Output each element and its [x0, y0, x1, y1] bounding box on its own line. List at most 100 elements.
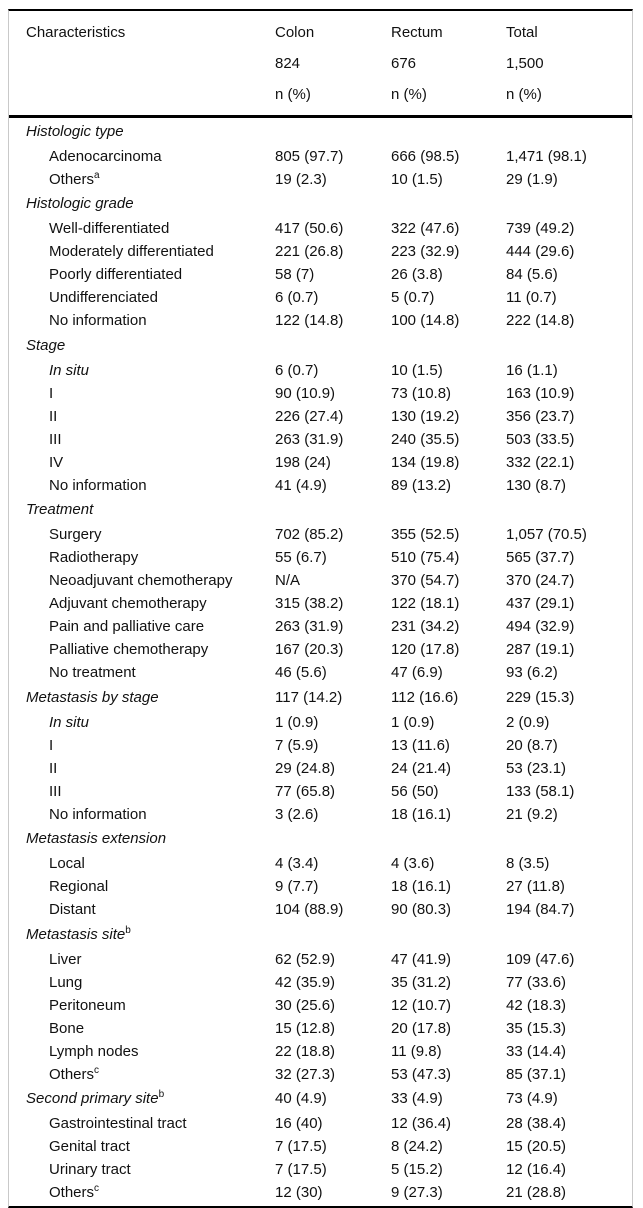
row-section-label: Histologic type: [26, 122, 124, 140]
row-item-label: Lymph nodes: [49, 1042, 139, 1060]
table-body: Histologic type Adenocarcinoma 805 (97.7) 6…: [9, 118, 632, 1206]
row-item-label: Palliative chemotherapy: [49, 641, 209, 658]
row-value-rectum: 5 (15.2): [391, 1161, 443, 1178]
row-value-total: 11 (0.7): [506, 289, 557, 306]
row-value-colon: N/A: [275, 572, 301, 589]
table-row: Genital tract 7 (17.5) 8 (24.2) 15 (20.5): [9, 1135, 632, 1158]
row-value-rectum: 11 (9.8): [391, 1042, 442, 1060]
row-value-total: 85 (37.1): [506, 1065, 567, 1083]
row-item-label: Urinary tract: [49, 1161, 131, 1178]
table-row: III 77 (65.8) 56 (50) 133 (58.1): [9, 780, 632, 803]
row-value-total: 229 (15.3): [506, 688, 575, 706]
table-row: Bone 15 (12.8) 20 (17.8) 35 (15.3): [9, 1017, 632, 1040]
row-item-label: No information: [49, 312, 147, 329]
header-rectum-count: 676: [391, 55, 417, 72]
table-row: Neoadjuvant chemotherapy N/A 370 (54.7) 370…: [9, 569, 632, 592]
row-value-total: 20 (8.7): [506, 736, 558, 754]
row-value-total: 370 (24.7): [506, 572, 575, 589]
row-item-label: Othersc: [49, 1064, 100, 1083]
row-value-colon: 805 (97.7): [275, 147, 344, 165]
table-row: Distant 104 (88.9) 90 (80.3) 194 (84.7): [9, 898, 632, 921]
row-item-label: II: [49, 759, 58, 777]
table-row: Undifferenciated 6 (0.7) 5 (0.7) 11 (0.7): [9, 286, 632, 309]
row-value-rectum: 18 (16.1): [391, 878, 452, 895]
row-item-label: Distant: [49, 901, 96, 918]
header-total-column: Total 1,500 n (%): [506, 17, 632, 110]
row-value-total: 77 (33.6): [506, 973, 567, 991]
row-value-total: 28 (38.4): [506, 1115, 567, 1132]
row-value-total: 494 (32.9): [506, 618, 575, 635]
row-value-colon: 22 (18.8): [275, 1042, 336, 1060]
row-item-label: Gastrointestinal tract: [49, 1115, 187, 1132]
row-item-label: Regional: [49, 878, 109, 895]
row-item-label: Peritoneum: [49, 996, 126, 1014]
footnote-marker: b: [158, 1089, 165, 1101]
row-value-total: 130 (8.7): [506, 476, 567, 494]
row-value-rectum: 13 (11.6): [391, 736, 450, 754]
row-value-rectum: 90 (80.3): [391, 901, 452, 918]
row-value-rectum: 12 (10.7): [391, 996, 452, 1014]
row-value-rectum: 510 (75.4): [391, 549, 460, 566]
row-value-rectum: 322 (47.6): [391, 220, 460, 237]
row-value-rectum: 370 (54.7): [391, 572, 460, 589]
row-item-label: Othersc: [49, 1183, 100, 1202]
header-total-label: Total: [506, 24, 538, 41]
table-row: Well-differentiated 417 (50.6) 322 (47.6) 7…: [9, 217, 632, 240]
table-row: In situ 1 (0.9) 1 (0.9) 2 (0.9): [9, 711, 632, 734]
table-row: Treatment: [9, 497, 632, 524]
row-value-colon: 263 (31.9): [275, 618, 344, 635]
row-value-total: 739 (49.2): [506, 220, 575, 237]
row-item-label: No information: [49, 805, 147, 823]
row-section-label: Metastasis by stage: [26, 688, 159, 706]
row-value-total: 8 (3.5): [506, 855, 550, 872]
row-value-colon: 41 (4.9): [275, 476, 327, 494]
table-header: Characteristics Colon 824 n (%) Rectum 6…: [9, 11, 632, 118]
table-row: Othersa 19 (2.3) 10 (1.5) 29 (1.9): [9, 168, 632, 191]
row-value-total: 565 (37.7): [506, 549, 575, 566]
row-value-rectum: 89 (13.2): [391, 476, 452, 494]
row-value-total: 444 (29.6): [506, 243, 575, 260]
header-characteristics-label: Characteristics: [26, 24, 126, 41]
table-row: Lung 42 (35.9) 35 (31.2) 77 (33.6): [9, 971, 632, 994]
row-value-rectum: 5 (0.7): [391, 289, 435, 306]
row-value-colon: 6 (0.7): [275, 361, 319, 379]
row-item-label: Surgery: [49, 526, 102, 543]
row-value-colon: 167 (20.3): [275, 641, 344, 658]
row-value-colon: 12 (30): [275, 1184, 323, 1201]
row-value-rectum: 9 (27.3): [391, 1184, 443, 1201]
row-item-label: Radiotherapy: [49, 549, 139, 566]
table-row: No information 41 (4.9) 89 (13.2) 130 (8.7): [9, 474, 632, 497]
row-value-rectum: 12 (36.4): [391, 1115, 452, 1132]
table-row: II 226 (27.4) 130 (19.2) 356 (23.7): [9, 405, 632, 428]
header-rectum-unit: n (%): [391, 86, 427, 103]
row-item-label: II: [49, 407, 58, 425]
table-row: I 90 (10.9) 73 (10.8) 163 (10.9): [9, 382, 632, 405]
row-value-rectum: 18 (16.1): [391, 805, 452, 823]
row-value-rectum: 4 (3.6): [391, 855, 435, 872]
row-item-label: Liver: [49, 950, 82, 968]
table-row: Adjuvant chemotherapy 315 (38.2) 122 (18.1…: [9, 592, 632, 615]
row-item-label: I: [49, 384, 54, 402]
row-value-total: 27 (11.8): [506, 878, 565, 895]
row-value-total: 33 (14.4): [506, 1042, 567, 1060]
table-row: No treatment 46 (5.6) 47 (6.9) 93 (6.2): [9, 661, 632, 684]
row-value-colon: 7 (5.9): [275, 736, 319, 754]
row-value-colon: 417 (50.6): [275, 220, 344, 237]
row-item-label: Moderately differentiated: [49, 243, 214, 260]
row-value-total: 93 (6.2): [506, 664, 558, 681]
table-row: Palliative chemotherapy 167 (20.3) 120 (17…: [9, 638, 632, 661]
row-value-total: 133 (58.1): [506, 782, 575, 800]
table-row: Othersc 12 (30) 9 (27.3) 21 (28.8): [9, 1181, 632, 1204]
row-value-rectum: 47 (6.9): [391, 664, 443, 681]
row-value-total: 35 (15.3): [506, 1019, 567, 1037]
row-value-rectum: 100 (14.8): [391, 312, 460, 329]
row-value-total: 163 (10.9): [506, 384, 575, 402]
row-value-colon: 263 (31.9): [275, 430, 344, 448]
row-value-total: 503 (33.5): [506, 430, 575, 448]
row-value-colon: 6 (0.7): [275, 289, 319, 306]
row-item-label: Local: [49, 855, 85, 872]
row-value-rectum: 223 (32.9): [391, 243, 460, 260]
row-value-rectum: 33 (4.9): [391, 1090, 443, 1108]
table-row: Moderately differentiated 221 (26.8) 223 (…: [9, 240, 632, 263]
table-row: No information 122 (14.8) 100 (14.8) 222 (1…: [9, 309, 632, 332]
